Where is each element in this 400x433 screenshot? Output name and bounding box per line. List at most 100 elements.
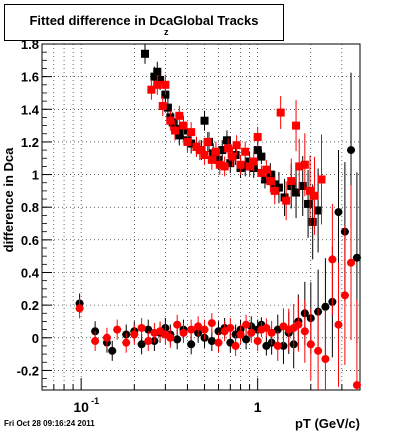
data-point-square [236, 160, 245, 169]
y-tick-label: 1.6 [21, 70, 39, 85]
data-point-circle [347, 258, 356, 267]
data-point-square [211, 147, 220, 156]
data-point-square [314, 206, 323, 215]
data-point-square [270, 186, 279, 195]
data-point-circle [187, 325, 196, 334]
data-point-circle [91, 337, 100, 346]
data-point-circle [236, 330, 245, 339]
data-point-square [274, 183, 283, 192]
data-point-square [310, 191, 319, 200]
data-point-square [203, 137, 212, 146]
x-tick-label: 10 [73, 399, 89, 415]
data-point-circle [179, 328, 188, 337]
data-point-square [298, 181, 307, 190]
data-point-circle [187, 340, 196, 349]
title-suffix: Global Tracks [173, 13, 259, 28]
data-point-circle [352, 253, 361, 262]
data-point-square [228, 152, 237, 161]
data-point-square [249, 157, 258, 166]
data-point-square [241, 162, 250, 171]
data-point-square [257, 168, 266, 177]
y-tick-label: 0 [32, 331, 39, 346]
data-point-circle [207, 337, 216, 346]
data-point-circle [144, 325, 153, 334]
data-point-square [266, 177, 275, 186]
data-point-square [220, 162, 229, 171]
data-point-circle [214, 338, 223, 347]
data-point-square [150, 72, 159, 81]
data-point-square [153, 80, 162, 89]
data-point-square [232, 141, 241, 150]
data-point-circle [262, 323, 271, 332]
x-tick-label-exponent: -1 [91, 396, 99, 406]
data-point-square [170, 126, 179, 135]
data-point-circle [194, 322, 203, 331]
data-point-square [317, 175, 326, 184]
data-point-square [222, 136, 231, 145]
data-point-circle [300, 327, 309, 336]
data-point-circle [144, 337, 153, 346]
data-point-circle [137, 340, 146, 349]
data-points [75, 44, 361, 390]
data-point-circle [321, 354, 330, 363]
data-point-circle [253, 337, 262, 346]
data-point-circle [347, 146, 356, 155]
data-point-square [200, 150, 209, 159]
data-point-circle [242, 320, 251, 329]
data-point-square [276, 108, 285, 117]
data-point-square [215, 160, 224, 169]
data-point-square [282, 196, 291, 205]
data-point-square [304, 199, 313, 208]
data-point-square [241, 147, 250, 156]
data-point-square [300, 160, 309, 169]
data-point-circle [200, 325, 209, 334]
data-point-square [308, 217, 317, 226]
data-point-circle [328, 255, 337, 264]
title-main: Fitted difference in Dca [29, 13, 174, 28]
data-point-circle [214, 327, 223, 336]
data-point-square [245, 162, 254, 171]
data-point-square [147, 85, 156, 94]
data-point-square [187, 128, 196, 137]
data-point-circle [108, 346, 117, 355]
title-box: Fitted difference in DcaGlobal Tracks z [4, 4, 284, 41]
data-point-square [253, 146, 262, 155]
data-point-circle [273, 341, 282, 350]
chart-title: Fitted difference in DcaGlobal Tracks [5, 13, 283, 28]
data-point-square [306, 186, 315, 195]
data-point-square [179, 121, 188, 130]
data-point-square [200, 116, 209, 125]
plot-frame [41, 43, 361, 391]
data-point-square [292, 188, 301, 197]
data-point-circle [306, 340, 315, 349]
y-tick-label: 0.8 [21, 200, 39, 215]
data-point-circle [75, 304, 84, 313]
data-point-square [156, 75, 165, 84]
data-point-square [207, 155, 216, 164]
data-point-circle [173, 320, 182, 329]
y-tick-label: 1 [32, 168, 39, 183]
data-point-square [153, 67, 162, 76]
data-point-square [161, 80, 170, 89]
data-point-circle [242, 335, 251, 344]
data-point-square [260, 175, 269, 184]
y-tick-label: 0.4 [21, 265, 40, 280]
data-point-square [158, 102, 167, 111]
data-point-square [224, 144, 233, 153]
x-tick-label: 1 [254, 399, 262, 415]
data-point-square [292, 121, 301, 130]
data-point-square [218, 146, 227, 155]
data-point-circle [166, 333, 175, 342]
data-point-circle [334, 320, 343, 329]
data-point-circle [334, 208, 343, 217]
data-point-square [253, 133, 262, 142]
data-point-circle [340, 291, 349, 300]
data-point-square [214, 155, 223, 164]
data-point-circle [130, 330, 139, 339]
data-point-circle [226, 323, 235, 332]
data-point-square [163, 103, 172, 112]
data-point-circle [113, 325, 122, 334]
data-point-circle [231, 341, 240, 350]
